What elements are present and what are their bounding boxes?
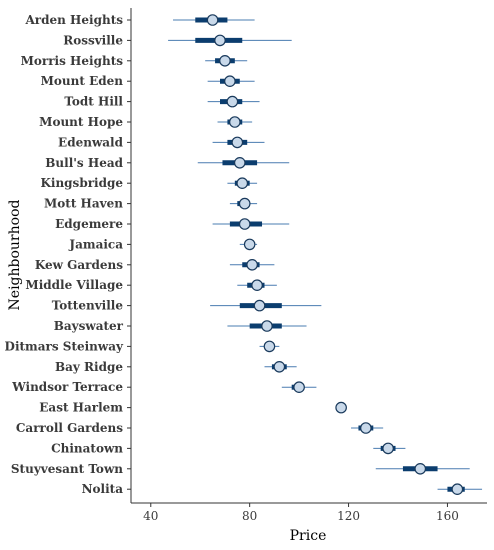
point-estimate [251, 279, 263, 291]
y-tick-label: Carroll Gardens [16, 421, 123, 435]
y-tick-label: Bull's Head [45, 156, 123, 170]
point-estimate [451, 483, 464, 495]
y-tick-label: Jamaica [68, 237, 123, 251]
point-estimate [238, 197, 251, 210]
row-5 [217, 116, 253, 128]
row-4 [207, 95, 260, 108]
point-estimate [238, 218, 251, 230]
point-estimate [263, 340, 276, 353]
y-tick-label: Mount Hope [39, 115, 123, 129]
y-tick-label: Mott Haven [44, 197, 123, 211]
point-estimate [246, 258, 258, 271]
point-estimate [335, 401, 347, 414]
point-estimate [236, 177, 249, 189]
row-11 [239, 238, 258, 251]
row-7 [197, 157, 290, 169]
row-9 [229, 197, 258, 210]
point-estimate [219, 54, 231, 67]
y-tick-label: East Harlem [39, 401, 123, 415]
y-tick-label: Middle Village [25, 278, 123, 292]
y-tick-label: Windsor Terrace [11, 380, 123, 394]
row-0 [173, 14, 255, 26]
row-3 [207, 75, 255, 87]
y-tick-label: Nolita [82, 482, 124, 496]
row-14 [210, 299, 322, 312]
y-tick-label: Stuyvesant Town [11, 462, 123, 476]
point-estimate [214, 34, 226, 47]
row-17 [264, 360, 297, 373]
row-2 [205, 54, 248, 67]
point-estimate [224, 75, 236, 87]
point-estimate [273, 360, 286, 373]
y-axis-labels: Arden Heights Rossville Morris Heights Moun… [5, 13, 131, 496]
row-23 [437, 483, 483, 495]
y-tick-label: Kingsbridge [40, 176, 123, 190]
point-estimate [293, 381, 305, 393]
x-tick-label: 160 [436, 509, 459, 523]
row-21 [373, 442, 406, 455]
point-estimate [226, 95, 239, 108]
point-estimate [382, 442, 394, 455]
row-10 [212, 218, 290, 230]
point-estimate [233, 157, 246, 169]
x-tick-label: 40 [143, 509, 158, 523]
row-15 [227, 320, 307, 332]
y-tick-label: Chinatown [51, 441, 123, 455]
row-20 [351, 422, 384, 434]
point-estimate [261, 320, 273, 332]
y-tick-label: Mount Eden [41, 74, 124, 88]
plot-area [130, 8, 487, 504]
row-18 [281, 381, 317, 393]
x-tick-label: 80 [242, 509, 257, 523]
point-estimate [206, 14, 219, 26]
row-16 [259, 340, 280, 353]
y-tick-label: Rossville [63, 33, 123, 47]
x-axis-title: Price [290, 528, 327, 544]
point-estimate [229, 116, 241, 128]
y-tick-label: Bayswater [54, 319, 124, 333]
y-tick-label: Edenwald [58, 135, 124, 149]
row-1 [168, 34, 292, 47]
point-estimate [243, 238, 256, 251]
point-estimate [360, 422, 372, 434]
row-13 [237, 279, 277, 291]
y-tick-label: Tottenville [52, 299, 124, 313]
y-tick-label: Bay Ridge [55, 360, 123, 374]
x-tick-label: 120 [337, 509, 360, 523]
y-tick-label: Morris Heights [21, 54, 124, 68]
row-22 [375, 462, 470, 475]
y-tick-label: Todt Hill [64, 95, 123, 109]
x-axis: 40 80 120 160 [143, 503, 459, 523]
row-12 [229, 258, 275, 271]
y-axis-title: Neighbourhood [7, 200, 23, 311]
point-estimate [253, 299, 266, 312]
y-tick-label: Edgemere [55, 217, 123, 231]
y-tick-label: Arden Heights [24, 13, 123, 27]
y-tick-label: Kew Gardens [35, 258, 123, 272]
row-19 [335, 401, 347, 414]
row-6 [212, 136, 265, 149]
point-estimate [414, 462, 427, 475]
y-tick-label: Ditmars Steinway [5, 339, 124, 353]
row-8 [227, 177, 258, 189]
point-estimate [231, 136, 244, 149]
